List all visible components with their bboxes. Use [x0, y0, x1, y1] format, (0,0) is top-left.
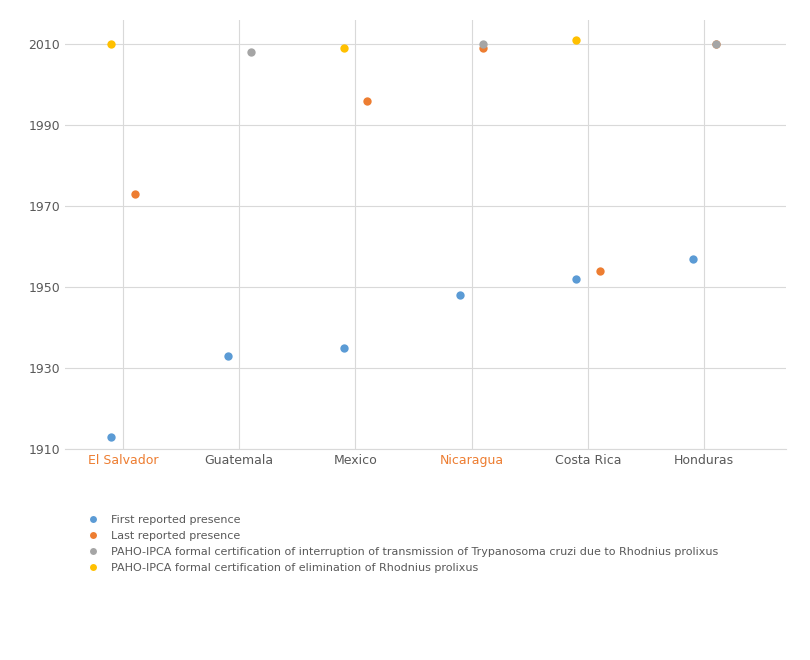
Point — [245, 47, 258, 57]
Point — [221, 350, 234, 361]
Point — [338, 43, 351, 53]
Point — [128, 189, 141, 199]
Point — [570, 273, 583, 284]
Point — [477, 43, 490, 53]
Point — [104, 432, 117, 442]
Point — [104, 39, 117, 50]
Point — [710, 39, 723, 50]
Point — [338, 343, 351, 353]
Point — [686, 253, 699, 264]
Point — [454, 290, 467, 300]
Point — [593, 265, 606, 276]
Point — [477, 39, 490, 50]
Point — [710, 39, 723, 50]
Point — [570, 35, 583, 46]
Legend: First reported presence, Last reported presence, PAHO-IPCA formal certification : First reported presence, Last reported p… — [78, 510, 723, 578]
Point — [360, 96, 373, 106]
